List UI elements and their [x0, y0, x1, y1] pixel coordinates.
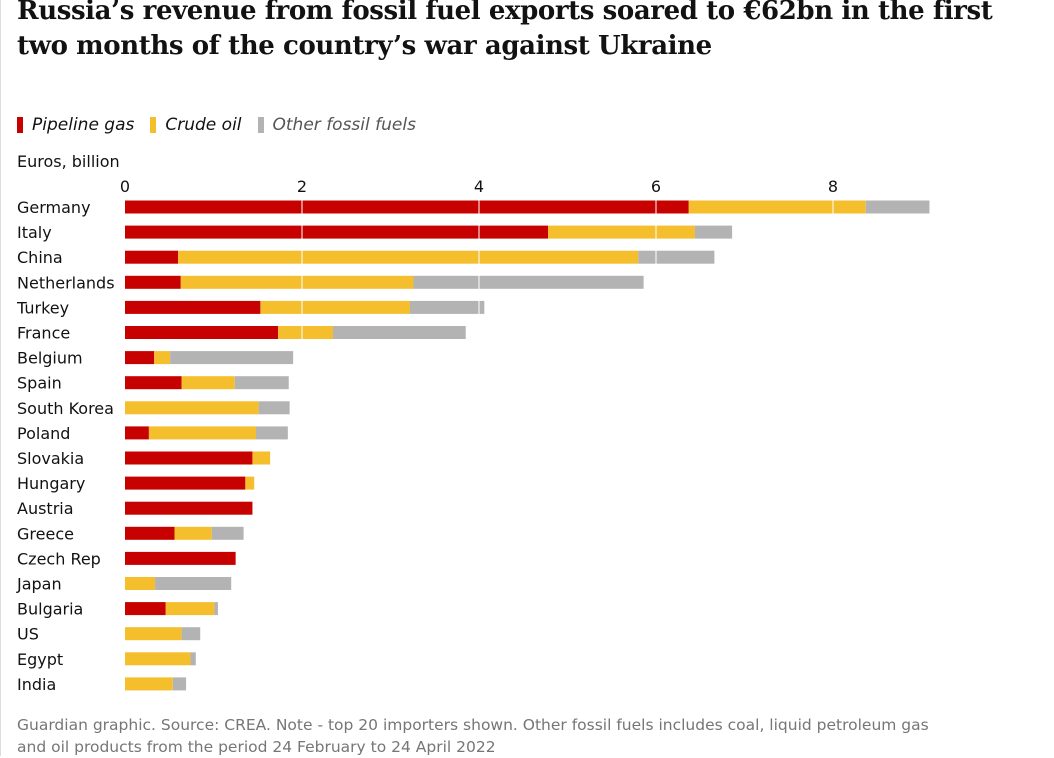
category-label-japan: Japan [16, 575, 62, 594]
chart-title: Russia’s revenue from fossil fuel export… [17, 0, 993, 61]
bar-italy-pipeline-gas [125, 225, 549, 239]
bar-slovakia-pipeline-gas [125, 451, 253, 465]
bar-czech-rep-pipeline-gas [125, 551, 236, 565]
bar-turkey-crude-oil [260, 300, 410, 314]
category-label-germany: Germany [17, 198, 91, 217]
category-label-france: France [17, 324, 70, 343]
category-label-india: India [17, 675, 56, 694]
bar-netherlands-other-fossil-fuels [413, 275, 644, 289]
category-label-bulgaria: Bulgaria [17, 600, 83, 619]
category-label-czech-rep: Czech Rep [17, 549, 101, 568]
category-label-china: China [17, 248, 63, 267]
bar-hungary-pipeline-gas [125, 476, 246, 490]
bar-belgium-pipeline-gas [125, 351, 155, 365]
bar-china-other-fossil-fuels [638, 250, 715, 264]
bar-turkey-pipeline-gas [125, 300, 261, 314]
bar-greece-pipeline-gas [125, 526, 175, 540]
bar-germany-other-fossil-fuels [865, 200, 930, 214]
category-label-egypt: Egypt [17, 650, 63, 669]
pipeline-gas-swatch [17, 117, 23, 133]
category-label-austria: Austria [17, 499, 74, 518]
bar-us-crude-oil [125, 627, 182, 641]
category-label-poland: Poland [17, 424, 70, 443]
bar-bulgaria-other-fossil-fuels [214, 602, 218, 616]
axis-unit-label: Euros, billion [17, 152, 120, 171]
bar-poland-crude-oil [148, 426, 256, 440]
category-label-belgium: Belgium [17, 349, 83, 368]
legend-label-crude-oil: Crude oil [165, 115, 242, 135]
bar-egypt-other-fossil-fuels [190, 652, 196, 666]
category-label-slovakia: Slovakia [17, 449, 84, 468]
bar-france-other-fossil-fuels [332, 326, 466, 339]
bar-spain-crude-oil [181, 376, 235, 390]
crude-oil-swatch [150, 117, 157, 133]
bar-spain-other-fossil-fuels [234, 376, 289, 390]
x-tick-label-0: 0 [120, 177, 130, 196]
legend-item-crude-oil: Crude oil [150, 115, 242, 135]
bar-italy-crude-oil [548, 225, 695, 239]
bar-belgium-other-fossil-fuels [170, 351, 294, 365]
bar-germany-crude-oil [688, 200, 866, 214]
bar-spain-pipeline-gas [125, 376, 182, 390]
x-tick-label-2: 2 [297, 177, 307, 196]
bar-belgium-crude-oil [154, 351, 171, 365]
other-fossil-fuels-swatch [257, 117, 264, 133]
bar-bulgaria-pipeline-gas [125, 602, 166, 616]
bar-poland-other-fossil-fuels [255, 426, 288, 440]
bar-hungary-crude-oil [245, 476, 255, 490]
bar-us-other-fossil-fuels [181, 627, 201, 641]
category-label-turkey: Turkey [16, 298, 69, 317]
x-tick-label-8: 8 [828, 177, 838, 196]
bar-japan-other-fossil-fuels [155, 577, 232, 590]
x-tick-label-6: 6 [651, 177, 661, 196]
bar-austria-pipeline-gas [125, 501, 253, 515]
bar-france-pipeline-gas [125, 326, 279, 339]
bar-south-korea-crude-oil [125, 401, 259, 415]
bar-italy-other-fossil-fuels [694, 225, 733, 239]
category-label-spain: Spain [17, 374, 62, 393]
category-label-italy: Italy [17, 223, 52, 242]
bar-china-pipeline-gas [125, 250, 179, 264]
bar-slovakia-crude-oil [252, 451, 271, 465]
bar-india-crude-oil [125, 677, 173, 691]
bar-netherlands-crude-oil [180, 275, 414, 289]
bar-egypt-crude-oil [125, 652, 191, 666]
legend-item-pipeline-gas: Pipeline gas [17, 115, 134, 135]
bar-poland-pipeline-gas [125, 426, 149, 440]
source-note: Guardian graphic. Source: CREA. Note - t… [17, 716, 929, 756]
left-border-rule [0, 0, 1, 756]
category-label-us: US [17, 625, 39, 644]
bar-germany-pipeline-gas [125, 200, 689, 214]
legend: Pipeline gas Crude oil Other fossil fuel… [17, 114, 432, 136]
legend-label-pipeline-gas: Pipeline gas [32, 115, 135, 135]
category-label-hungary: Hungary [17, 474, 85, 493]
x-tick-label-4: 4 [474, 177, 484, 196]
bar-japan-crude-oil [125, 577, 156, 590]
bar-greece-other-fossil-fuels [211, 526, 244, 540]
legend-item-other-fossil-fuels: Other fossil fuels [257, 115, 416, 135]
bar-greece-crude-oil [174, 526, 212, 540]
legend-label-other-fossil-fuels: Other fossil fuels [272, 115, 416, 135]
category-label-greece: Greece [17, 524, 74, 543]
bar-france-crude-oil [278, 326, 333, 339]
category-label-netherlands: Netherlands [17, 273, 115, 292]
category-label-south-korea: South Korea [17, 399, 114, 418]
bar-india-other-fossil-fuels [172, 677, 187, 691]
bar-netherlands-pipeline-gas [125, 275, 181, 289]
bar-south-korea-other-fossil-fuels [258, 401, 290, 415]
bar-china-crude-oil [178, 250, 639, 264]
bar-turkey-other-fossil-fuels [409, 300, 485, 314]
bar-bulgaria-crude-oil [165, 602, 215, 616]
